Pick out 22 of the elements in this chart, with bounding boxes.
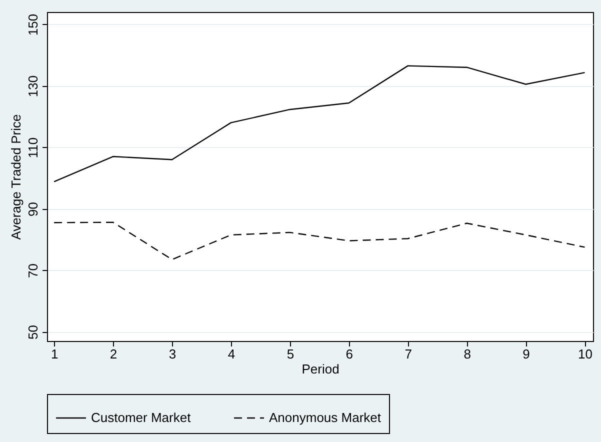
x-axis-title: Period [302, 362, 340, 376]
x-tick-label: 5 [286, 346, 294, 362]
y-tick-label: 130 [26, 75, 40, 98]
x-tick-label: 9 [522, 346, 530, 362]
legend-label: Customer Market [91, 410, 192, 425]
x-tick-label: 6 [346, 346, 354, 362]
y-tick-label: 50 [26, 325, 40, 340]
x-tick-label: 7 [404, 346, 412, 362]
x-tick-label: 2 [110, 346, 118, 362]
line-series [53, 65, 586, 182]
y-tick-label: 90 [26, 202, 40, 217]
y-tick-label: 70 [26, 264, 40, 278]
line-series [53, 222, 586, 260]
legend-label: Anonymous Market [269, 410, 382, 425]
y-axis-title: Average Traded Price [8, 114, 24, 240]
x-tick-label: 8 [464, 346, 471, 362]
x-tick-label: 4 [228, 346, 236, 362]
x-tick-label: 1 [50, 346, 58, 362]
y-tick-label: 150 [26, 14, 40, 36]
x-tick-label: 10 [578, 346, 592, 362]
y-tick-label: 110 [26, 137, 40, 158]
x-tick-label: 3 [168, 346, 176, 362]
